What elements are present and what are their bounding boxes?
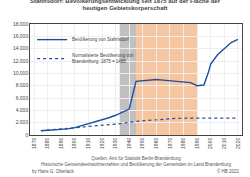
svg-text:6.000: 6.000 [16,95,29,101]
svg-text:4.000: 4.000 [16,107,29,113]
svg-text:© HB 2022: © HB 2022 [217,168,240,174]
svg-text:1980: 1980 [180,138,186,149]
svg-text:2020: 2020 [235,138,241,149]
svg-text:1940: 1940 [126,138,132,149]
svg-text:Stahnsdorf: Bevölkerungsentwic: Stahnsdorf: Bevölkerungsentwicklung seit… [30,0,221,11]
svg-text:12.000: 12.000 [13,58,29,64]
svg-text:8.000: 8.000 [16,82,29,88]
svg-text:14.000: 14.000 [13,45,29,51]
svg-text:by Hans G. Oberlack: by Hans G. Oberlack [32,169,75,174]
svg-text:1990: 1990 [194,138,200,149]
svg-text:1910: 1910 [85,138,91,149]
svg-text:1930: 1930 [112,138,118,149]
svg-text:1870: 1870 [31,138,37,149]
svg-text:1900: 1900 [71,138,77,149]
svg-text:Bevölkerung von Stahnsdorf: Bevölkerung von Stahnsdorf [72,37,129,42]
svg-text:2010: 2010 [221,138,227,149]
svg-text:0: 0 [25,132,28,138]
svg-text:2.000: 2.000 [16,119,29,125]
svg-text:18.000: 18.000 [13,21,29,27]
svg-text:Quellen: Amt für Statistik Ber: Quellen: Amt für Statistik Berlin-Brande… [41,156,232,167]
svg-text:1890: 1890 [58,138,64,149]
svg-text:1970: 1970 [167,138,173,149]
svg-text:10.000: 10.000 [13,70,29,76]
svg-text:16.000: 16.000 [13,33,29,39]
svg-text:Normalisierte Bevölkerung vonB: Normalisierte Bevölkerung vonBrandenburg… [72,53,134,64]
svg-text:1880: 1880 [44,138,50,149]
svg-text:1920: 1920 [99,138,105,149]
svg-text:1960: 1960 [153,138,159,149]
svg-text:1950: 1950 [139,138,145,149]
svg-text:2000: 2000 [207,138,213,149]
